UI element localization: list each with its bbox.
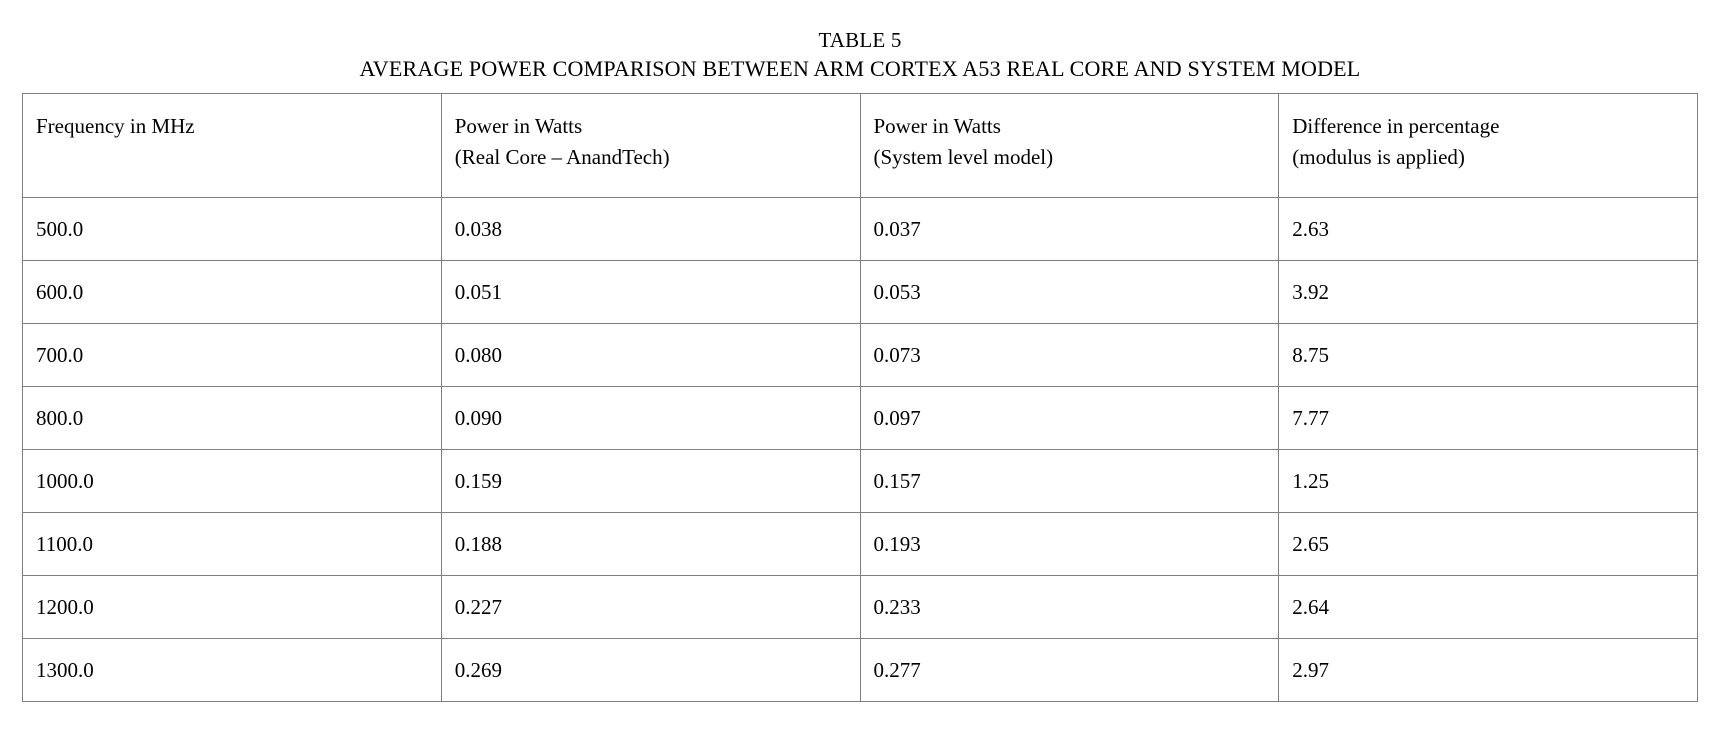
- table-body: 500.0 0.038 0.037 2.63 600.0 0.051 0.053 3.92 70…: [22, 197, 1698, 702]
- header-line-2: (Real Core – AnandTech): [454, 145, 670, 169]
- table-cell: 0.051: [440, 260, 861, 324]
- table-cell: 0.188: [440, 512, 861, 576]
- table-header: Frequency in MHz Power in Watts (Real Core…: [22, 93, 1698, 198]
- table-cell: 7.77: [1278, 386, 1698, 450]
- table-cell: 0.269: [440, 638, 861, 702]
- table-cell: 1000.0: [22, 449, 442, 513]
- table-row: 700.0 0.080 0.073 8.75: [22, 323, 1698, 387]
- table-row: 800.0 0.090 0.097 7.77: [22, 386, 1698, 450]
- table-header-cell: Frequency in MHz: [22, 93, 442, 198]
- table-row: 500.0 0.038 0.037 2.63: [22, 197, 1698, 261]
- table-cell: 1200.0: [22, 575, 442, 639]
- table-header-cell: Difference in percentage (modulus is appl…: [1278, 93, 1698, 198]
- table-cell: 0.080: [440, 323, 861, 387]
- table-title-block: TABLE 5 AVERAGE POWER COMPARISON BETWEEN…: [22, 26, 1698, 84]
- table-header-cell: Power in Watts (System level model): [859, 93, 1280, 198]
- table-cell: 2.64: [1278, 575, 1698, 639]
- table-cell: 1100.0: [22, 512, 442, 576]
- table-cell: 700.0: [22, 323, 442, 387]
- table-cell: 0.193: [859, 512, 1280, 576]
- table-cell: 0.073: [859, 323, 1280, 387]
- header-line-2: (System level model): [873, 145, 1054, 169]
- table-cell: 0.038: [440, 197, 861, 261]
- header-line-1: Power in Watts: [454, 114, 583, 138]
- table-cell: 600.0: [22, 260, 442, 324]
- table-cell: 800.0: [22, 386, 442, 450]
- table-cell: 0.227: [440, 575, 861, 639]
- header-line-1: Power in Watts: [873, 114, 1001, 138]
- table-row: 1300.0 0.269 0.277 2.97: [22, 638, 1698, 702]
- table-cell: 0.090: [440, 386, 861, 450]
- table-header-cell: Power in Watts (Real Core – AnandTech): [440, 93, 861, 198]
- header-line-1: Frequency in MHz: [36, 114, 195, 138]
- table-cell: 0.159: [440, 449, 861, 513]
- table-cell: 8.75: [1278, 323, 1698, 387]
- table-row: 600.0 0.051 0.053 3.92: [22, 260, 1698, 324]
- table-cell: 0.097: [859, 386, 1280, 450]
- table-row: 1200.0 0.227 0.233 2.64: [22, 575, 1698, 639]
- table-cell: 500.0: [22, 197, 442, 261]
- table-cell: 3.92: [1278, 260, 1698, 324]
- power-comparison-table: Frequency in MHz Power in Watts (Real Core…: [22, 93, 1698, 702]
- table-cell: 2.97: [1278, 638, 1698, 702]
- table-row: 1100.0 0.188 0.193 2.65: [22, 512, 1698, 576]
- header-line-2: (modulus is applied): [1292, 145, 1465, 169]
- table-caption: AVERAGE POWER COMPARISON BETWEEN ARM COR…: [359, 56, 1361, 81]
- table-header-row: Frequency in MHz Power in Watts (Real Core…: [22, 93, 1698, 198]
- table-cell: 0.037: [859, 197, 1280, 261]
- header-line-1: Difference in percentage: [1292, 114, 1500, 138]
- table-cell: 0.233: [859, 575, 1280, 639]
- table-cell: 2.63: [1278, 197, 1698, 261]
- table-row: 1000.0 0.159 0.157 1.25: [22, 449, 1698, 513]
- table-number: TABLE 5: [818, 28, 902, 52]
- table-cell: 0.277: [859, 638, 1280, 702]
- table-cell: 1.25: [1278, 449, 1698, 513]
- table-cell: 0.157: [859, 449, 1280, 513]
- table-cell: 2.65: [1278, 512, 1698, 576]
- table-cell: 1300.0: [22, 638, 442, 702]
- table-cell: 0.053: [859, 260, 1280, 324]
